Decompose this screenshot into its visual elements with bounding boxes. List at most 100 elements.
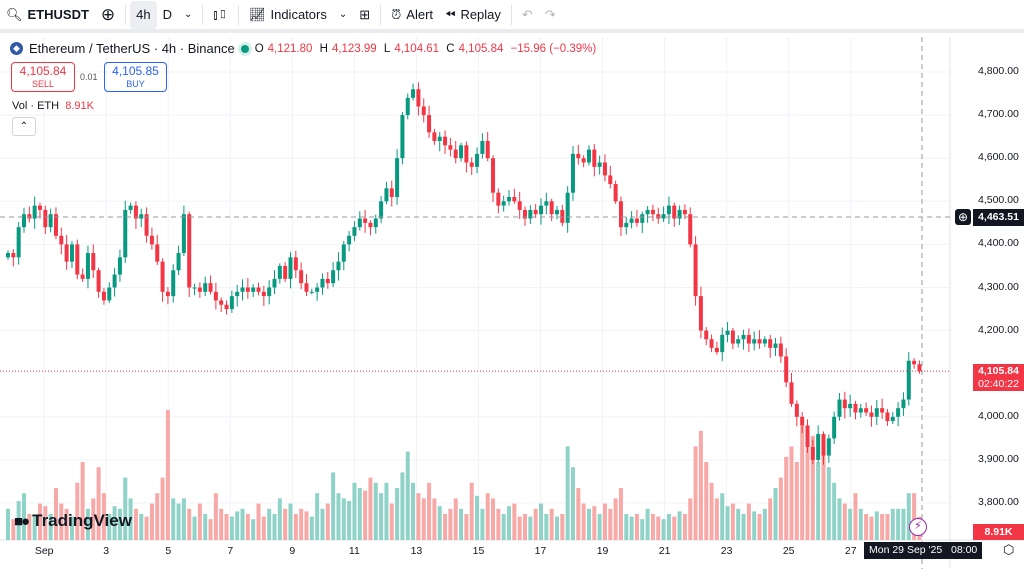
lightning-event-icon[interactable]: ⚡︎ (909, 518, 927, 536)
bar-countdown: 02:40:22 (978, 378, 1019, 391)
candle-body (704, 330, 709, 340)
interval-dropdown[interactable]: ⌄ (178, 1, 198, 29)
redo-icon: ↷ (544, 6, 556, 22)
time-tick-label: 7 (227, 545, 234, 557)
candle-body (496, 192, 501, 206)
candle-body (906, 360, 911, 400)
volume-bar (123, 477, 128, 540)
candle-body (714, 347, 719, 353)
candle-body (117, 257, 122, 275)
indicators-dropdown[interactable]: ⌄ (333, 1, 353, 29)
chart-type-button[interactable]: ⫾▯ (207, 1, 234, 29)
replay-button[interactable]: ⏪︎ Replay (439, 1, 507, 29)
volume-bar (251, 519, 256, 540)
indicators-icon: 📈︎ (248, 6, 266, 22)
price-tick-label: 4,800.00 (978, 65, 1019, 77)
volume-bar (347, 501, 352, 540)
candle-body (784, 356, 789, 383)
candle-body (176, 253, 181, 271)
candle-body (693, 244, 698, 297)
candle-body (709, 339, 714, 348)
settings-gear-icon[interactable]: ⬡ (1003, 542, 1015, 557)
compare-symbol-button[interactable]: ⊕ (95, 1, 121, 29)
candle-body (75, 244, 80, 275)
volume-bar (800, 425, 805, 540)
tradingview-logo[interactable]: ■● TradingView (14, 511, 132, 531)
volume-bar (96, 467, 101, 540)
candle-body (411, 89, 416, 98)
volume-bar (517, 516, 522, 540)
volume-bar (165, 410, 170, 540)
symbol-search-button[interactable]: 🔍︎ ETHUSDT (0, 1, 95, 29)
candle-body (293, 257, 298, 271)
volume-bar (6, 508, 10, 540)
candle-body (315, 287, 320, 292)
buy-button[interactable]: 4,105.85 BUY (104, 62, 167, 92)
candle-body (480, 140, 485, 154)
volume-bar (725, 506, 730, 540)
candle-body (272, 278, 277, 288)
volume-bar (459, 508, 464, 540)
price-chart[interactable] (0, 37, 1024, 569)
candle-body (645, 209, 650, 215)
volume-bar (757, 514, 762, 540)
volume-bar (789, 446, 794, 540)
candle-body (597, 162, 602, 167)
candle-body (576, 153, 581, 159)
undo-button[interactable]: ↶ (516, 1, 539, 29)
sell-button[interactable]: 4,105.84 SELL (11, 62, 75, 92)
buy-price: 4,105.85 (112, 64, 159, 78)
volume-bar (848, 508, 853, 540)
volume-bar (496, 508, 501, 540)
add-alert-plus-icon[interactable]: ⊕ (955, 209, 971, 226)
low-label: L (383, 42, 391, 55)
volume-bar (112, 506, 117, 540)
candle-body (59, 235, 64, 245)
volume-bar (773, 488, 778, 540)
volume-bar (576, 488, 581, 540)
candle-body (213, 291, 218, 301)
candle-body (512, 196, 517, 202)
redo-button[interactable]: ↷ (539, 1, 562, 29)
volume-bar (395, 488, 400, 540)
crosshair-price-tag: 4,463.51 (973, 209, 1024, 227)
volume-bar (549, 508, 554, 540)
volume-bar (768, 498, 773, 540)
candle-body (224, 304, 229, 310)
candle-body (592, 149, 597, 167)
price-tick-label: 4,300.00 (978, 280, 1019, 293)
volume-bar (256, 503, 261, 540)
volume-bar (618, 488, 623, 540)
indicators-button[interactable]: 📈︎ Indicators (243, 1, 333, 29)
volume-bar (837, 498, 842, 540)
candle-body (618, 201, 623, 228)
alert-button[interactable]: ⏰︎ Alert (385, 1, 439, 29)
volume-bar (480, 508, 485, 540)
candle-body (565, 192, 570, 223)
candle-body (64, 244, 69, 262)
volume-bar (32, 516, 37, 540)
candle-body (789, 382, 794, 404)
interval-d-button[interactable]: D (157, 1, 178, 29)
volume-bar (608, 508, 613, 540)
volume-bar (816, 462, 821, 540)
collapse-legend-button[interactable]: ⌃ (12, 117, 36, 136)
candle-body (746, 334, 751, 344)
volume-bar (299, 508, 304, 540)
candle-body (640, 214, 645, 223)
volume-bar (634, 514, 639, 540)
volume-bar (794, 462, 799, 540)
candle-body (133, 205, 138, 219)
layouts-button[interactable]: ⊞ (353, 1, 376, 29)
candle-body (842, 399, 847, 409)
volume-bar (261, 516, 266, 540)
time-tick-label: Sep (34, 545, 54, 557)
volume-bar (539, 503, 543, 540)
candle-body (805, 425, 810, 447)
candle-body (768, 339, 773, 348)
interval-4h-button[interactable]: 4h (130, 0, 157, 29)
volume-bar (528, 516, 533, 540)
candle-body (858, 408, 863, 413)
candle-body (725, 330, 730, 335)
volume-bar (405, 451, 410, 540)
